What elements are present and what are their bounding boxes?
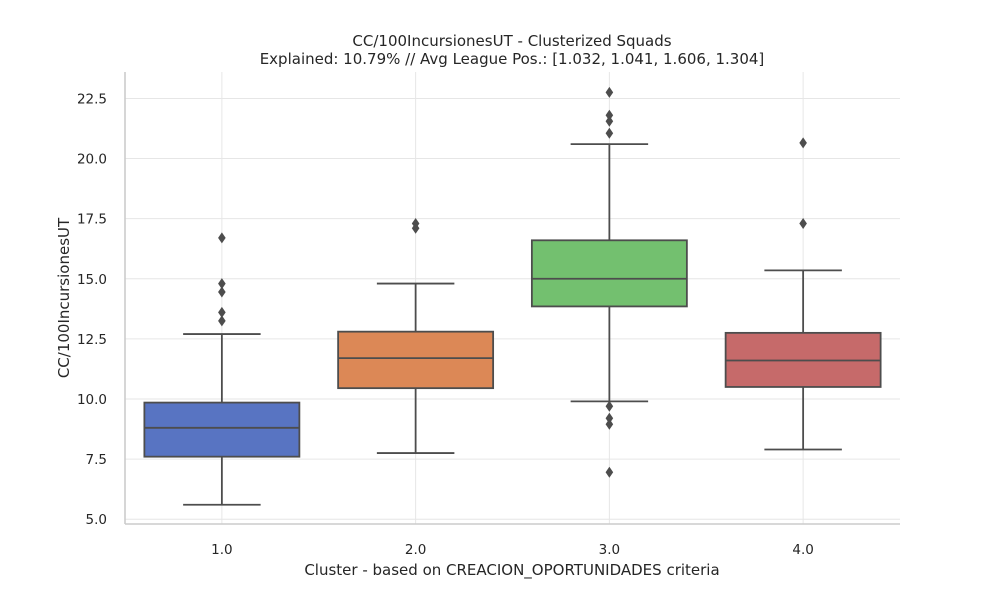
outlier-point	[605, 466, 614, 478]
iqr-box	[337, 330, 495, 390]
y-tick-label: 7.5	[86, 452, 107, 468]
iqr-box	[530, 239, 688, 308]
x-tick-label: 1.0	[211, 542, 232, 558]
y-tick-label: 12.5	[77, 332, 107, 348]
x-tick-label: 3.0	[599, 542, 620, 558]
x-tick-label: 4.0	[792, 542, 813, 558]
y-tick-label: 20.0	[77, 152, 107, 168]
chart-title-line2: Explained: 10.79% // Avg League Pos.: [1…	[260, 50, 765, 68]
outlier-point	[605, 400, 614, 412]
box-group-4.0	[724, 137, 882, 451]
y-tick-label: 10.0	[77, 392, 107, 408]
axes-layer	[124, 72, 900, 525]
y-tick-label: 22.5	[77, 91, 107, 107]
outlier-point	[605, 115, 614, 127]
outlier-point	[605, 109, 614, 121]
chart-title-line1: CC/100IncursionesUT - Clusterized Squads	[352, 32, 671, 50]
y-tick-labels: 5.0 7.5 10.0 12.5 15.0 17.5 20.0 22.5	[77, 91, 107, 528]
y-axis-label: CC/100IncursionesUT	[55, 217, 73, 378]
outlier-point	[799, 217, 807, 229]
outlier-point	[218, 286, 226, 298]
boxes-layer	[143, 86, 882, 506]
y-tick-label: 5.0	[86, 512, 107, 528]
box-group-3.0	[530, 86, 688, 478]
y-tick-label: 15.0	[77, 272, 107, 288]
outlier-point	[218, 315, 226, 327]
outlier-point	[411, 217, 420, 229]
outlier-point	[605, 418, 614, 430]
x-axis-label: Cluster - based on CREACION_OPORTUNIDADE…	[304, 561, 719, 580]
y-tick-label: 17.5	[77, 212, 107, 228]
x-tick-label: 2.0	[405, 542, 426, 558]
box-group-2.0	[337, 217, 495, 454]
x-tick-labels: 1.0 2.0 3.0 4.0	[211, 542, 814, 558]
outlier-point	[799, 137, 807, 149]
outlier-point	[605, 412, 614, 424]
iqr-box	[143, 401, 301, 458]
outlier-point	[605, 127, 614, 139]
box-group-1.0	[143, 232, 301, 506]
outlier-point	[218, 232, 226, 244]
outlier-point	[218, 278, 226, 290]
outlier-point	[605, 86, 614, 98]
outlier-point	[218, 306, 226, 318]
